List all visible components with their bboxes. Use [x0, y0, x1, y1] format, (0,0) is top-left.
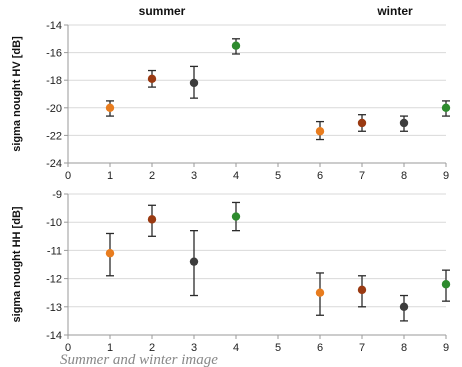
hv-x-tick-label: 6 — [317, 170, 323, 182]
hv-y-tick-label: -14 — [46, 20, 62, 32]
hh-data-point — [105, 249, 115, 258]
hh-y-tick-label: -11 — [47, 245, 62, 257]
hv-data-point — [399, 118, 409, 128]
hh-y-tick-label: -14 — [46, 330, 62, 342]
hh-x-tick-label: 3 — [191, 342, 197, 354]
hv-y-tick-label: -16 — [46, 48, 62, 60]
hv-x-tick-label: 3 — [191, 170, 197, 182]
hh-y-tick-label: -13 — [46, 302, 62, 314]
caption: Summer and winter image — [60, 352, 218, 367]
hh-y-tick-label: -12 — [46, 274, 62, 286]
season-label-winter: winter — [376, 4, 413, 18]
hv-data-point — [315, 127, 325, 136]
hv-data-point — [147, 74, 157, 84]
hv-x-tick-label: 4 — [233, 170, 239, 182]
hh-x-tick-label: 1 — [107, 342, 113, 354]
hh-x-tick-label: 9 — [443, 342, 449, 354]
hv-y-tick-label: -20 — [46, 103, 62, 115]
hv-y-tick-label: -18 — [46, 75, 62, 87]
season-label-summer: summer — [139, 4, 186, 18]
hv-x-tick-label: 2 — [149, 170, 155, 182]
hv-y-tick-label: -22 — [46, 130, 62, 142]
hv-x-tick-label: 7 — [359, 170, 365, 182]
hh-data-point — [147, 215, 157, 224]
hv-x-tick-label: 5 — [275, 170, 281, 182]
hh-data-point — [441, 280, 451, 289]
hv-x-tick-label: 9 — [443, 170, 449, 182]
hv-x-tick-label: 8 — [401, 170, 407, 182]
hh-y-axis-label: sigma nought HH [dB] — [11, 206, 23, 322]
hh-panel: -9 -10 -11 -12 -13 -140 1 2 3 4 5 6 7 8 9 sigma nought … — [11, 189, 451, 354]
hh-data-point — [231, 212, 241, 221]
hv-data-point — [189, 78, 199, 88]
hv-y-axis-label: sigma nought HV [dB] — [11, 36, 23, 152]
hv-panel: -14 -16 -18 -20 -22 -240 1 2 3 4 5 6 7 8 9 sigma nought… — [11, 20, 451, 182]
hv-x-tick-label: 1 — [107, 170, 113, 182]
hh-x-tick-label: 0 — [65, 342, 71, 354]
hv-y-tick-label: -24 — [46, 158, 62, 170]
hv-data-point — [105, 103, 115, 113]
hh-x-tick-label: 6 — [317, 342, 323, 354]
hh-data-point — [315, 288, 325, 297]
hh-x-tick-label: 2 — [149, 342, 155, 354]
hh-y-tick-label: -9 — [52, 189, 62, 201]
hv-data-point — [231, 41, 241, 50]
hh-x-tick-label: 4 — [233, 342, 239, 354]
hv-x-tick-label: 0 — [65, 170, 71, 182]
hh-data-point — [189, 257, 199, 266]
hh-x-tick-label: 7 — [359, 342, 365, 354]
hv-data-point — [357, 118, 367, 128]
hh-x-tick-label: 8 — [401, 342, 407, 354]
hh-y-tick-label: -10 — [46, 217, 62, 229]
hh-data-point — [357, 285, 367, 295]
hh-x-tick-label: 5 — [275, 342, 281, 354]
hv-data-point — [441, 103, 451, 113]
hh-data-point — [399, 302, 409, 311]
